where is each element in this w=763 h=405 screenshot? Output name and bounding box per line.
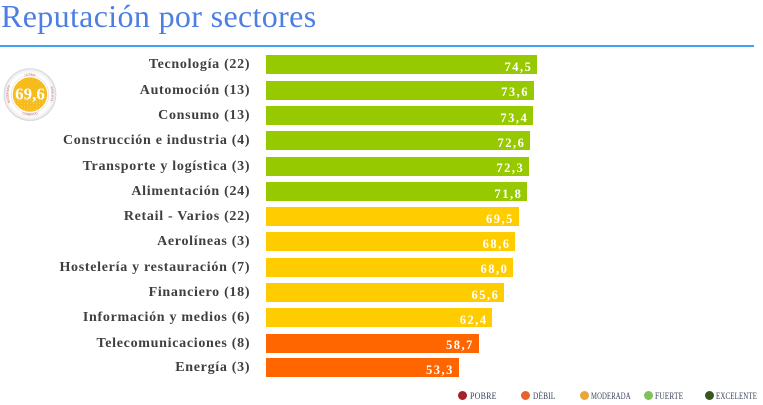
svg-text:ULTIMA: ULTIMA bbox=[24, 72, 36, 77]
svg-text:69,6: 69,6 bbox=[15, 85, 45, 104]
svg-text:ROBUSTA: ROBUSTA bbox=[49, 86, 54, 102]
svg-text:COMERCIO: COMERCIO bbox=[22, 111, 39, 117]
svg-text:MODERADA: MODERADA bbox=[5, 84, 11, 103]
